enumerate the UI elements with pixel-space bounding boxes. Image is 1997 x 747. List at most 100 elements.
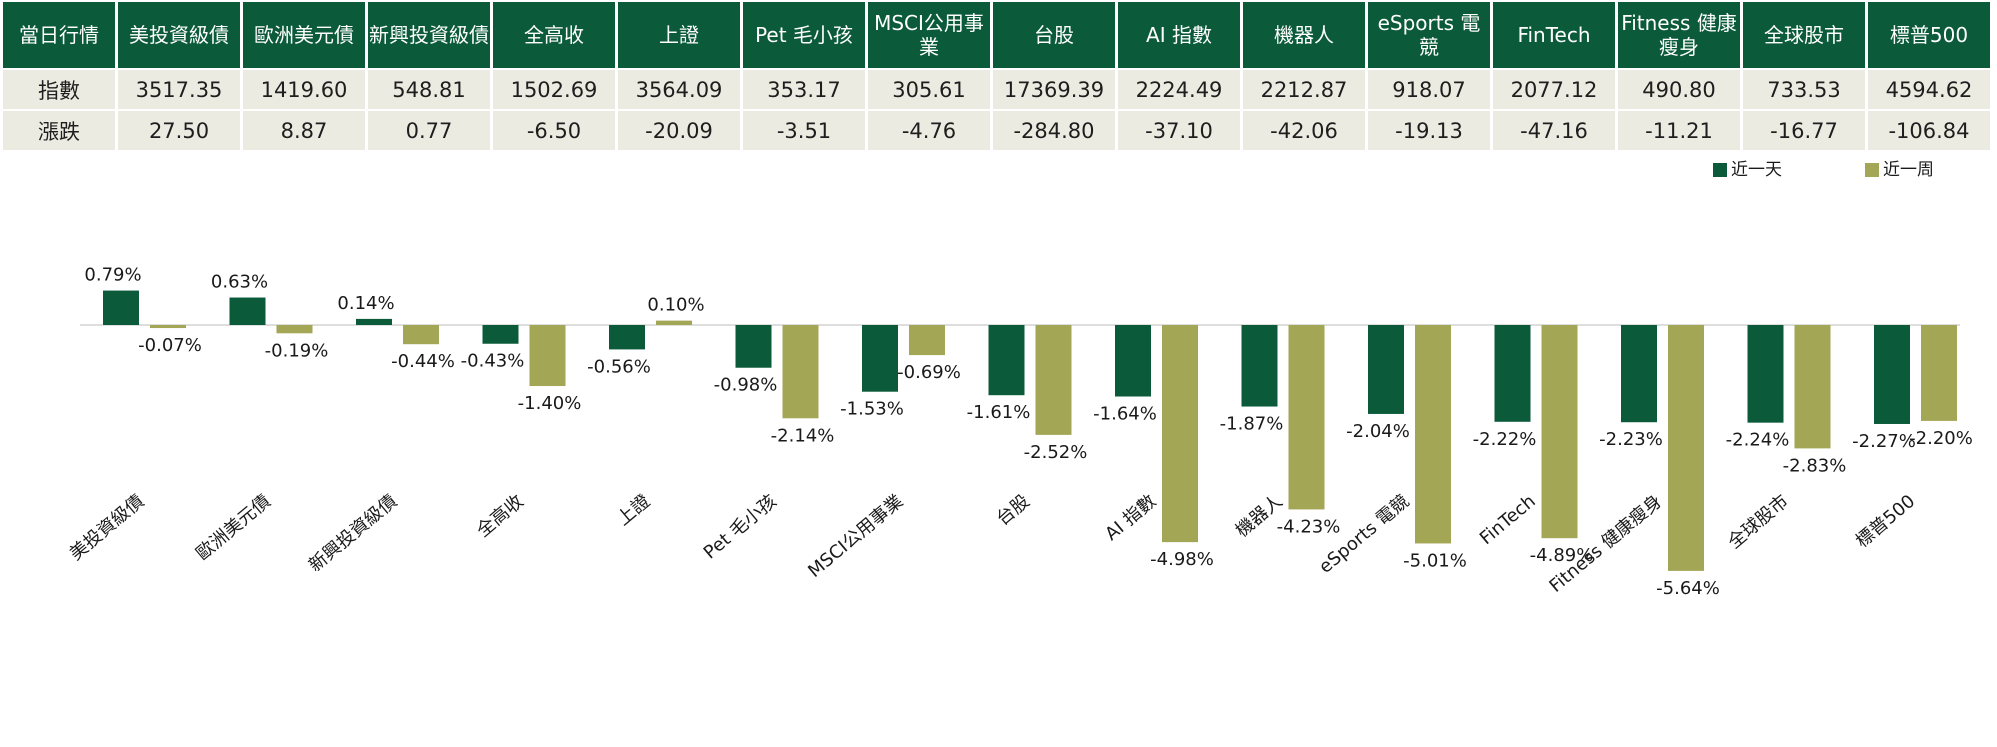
table-cell: 2212.87 [1243, 70, 1365, 109]
bar-week [1162, 325, 1198, 543]
table-column-header: eSports 電競 [1368, 2, 1490, 68]
bar-day [735, 325, 772, 368]
data-label: -2.22% [1473, 429, 1537, 450]
bar-week [1794, 325, 1831, 449]
bar-week [1668, 325, 1704, 571]
table-cell: 8.87 [243, 111, 365, 150]
table-cell: 3517.35 [118, 70, 240, 109]
bar-day [1115, 325, 1151, 397]
category-label: 台股 [993, 491, 1034, 530]
data-label: -2.23% [1599, 429, 1663, 450]
data-label: -2.14% [771, 425, 835, 446]
table-column-header: 新興投資級債 [368, 2, 490, 68]
data-label: -4.98% [1150, 549, 1214, 570]
table-cell: 3564.09 [618, 70, 740, 109]
category-label: 美投資級債 [66, 491, 148, 565]
category-label: 全球股市 [1724, 491, 1793, 553]
data-label: 0.63% [211, 272, 268, 293]
data-label: 0.10% [647, 295, 704, 316]
category-label: 歐洲美元債 [192, 491, 274, 565]
bar-day [1747, 325, 1784, 423]
table-row-label: 指數 [3, 70, 115, 109]
data-label: -0.98% [714, 375, 778, 396]
category-label: Pet 毛小孩 [700, 491, 781, 564]
table-cell: -6.50 [493, 111, 615, 150]
table-cell: -106.84 [1868, 111, 1990, 150]
table-cell: 918.07 [1368, 70, 1490, 109]
bar-day [609, 325, 645, 350]
bar-day [1621, 325, 1657, 423]
legend-label: 近一天 [1731, 160, 1782, 180]
table-column-header: 全球股市 [1743, 2, 1865, 68]
category-label: 新興投資級債 [305, 491, 401, 577]
table-cell: -3.51 [743, 111, 865, 150]
data-label: -1.87% [1220, 414, 1284, 435]
data-label: -2.52% [1024, 442, 1088, 463]
category-label: AI 指數 [1101, 491, 1160, 545]
category-label: 標普500 [1852, 491, 1919, 552]
data-label: -4.89% [1530, 545, 1594, 566]
table-header-label: 當日行情 [3, 2, 115, 68]
bar-week [1288, 325, 1325, 510]
table-column-header: Pet 毛小孩 [743, 2, 865, 68]
data-label: -0.69% [897, 362, 961, 383]
table-cell: -11.21 [1618, 111, 1740, 150]
table-cell: 17369.39 [993, 70, 1115, 109]
table-row-label: 漲跌 [3, 111, 115, 150]
table-cell: 2224.49 [1118, 70, 1240, 109]
data-label: -2.27% [1852, 431, 1916, 452]
bar-week [150, 325, 186, 329]
data-label: -0.07% [138, 335, 202, 356]
bar-week [1921, 325, 1957, 421]
table-cell: -284.80 [993, 111, 1115, 150]
table-cell: 353.17 [743, 70, 865, 109]
bar-week [403, 325, 439, 345]
table-column-header: MSCI公用事業 [868, 2, 990, 68]
table-cell: -19.13 [1368, 111, 1490, 150]
return-bar-chart: 0.79% -0.07% 美投資級債 0.63% -0.19% 歐洲美元債 0.14% -0.… [66, 160, 1973, 599]
data-label: -5.64% [1656, 578, 1720, 599]
data-label: -5.01% [1403, 550, 1467, 571]
bar-day [1874, 325, 1910, 424]
legend-swatch [1713, 163, 1727, 177]
table-cell: 1502.69 [493, 70, 615, 109]
data-label: -2.04% [1346, 421, 1410, 442]
table-column-header: 全高收 [493, 2, 615, 68]
table-cell: 2077.12 [1493, 70, 1615, 109]
table-column-header: AI 指數 [1118, 2, 1240, 68]
bar-week [1541, 325, 1578, 539]
bar-week [1035, 325, 1072, 435]
data-label: -0.56% [587, 356, 651, 377]
table-column-header: 歐洲美元債 [243, 2, 365, 68]
market-quote-table: 當日行情 美投資級債 歐洲美元債 新興投資級債 全高收 上證 Pet 毛小孩 MSCI公用事業… [0, 0, 1993, 152]
table-header-row: 當日行情 美投資級債 歐洲美元債 新興投資級債 全高收 上證 Pet 毛小孩 MSCI公用事業… [3, 2, 1990, 68]
legend-swatch [1865, 163, 1879, 177]
table-cell: 4594.62 [1868, 70, 1990, 109]
bar-week [909, 325, 945, 356]
table-column-header: FinTech [1493, 2, 1615, 68]
bar-day [862, 325, 898, 392]
bar-day [988, 325, 1025, 396]
table-cell: 27.50 [118, 111, 240, 150]
table-row: 漲跌 27.50 8.87 0.77 -6.50 -20.09 -3.51 -4.76 -284… [3, 111, 1990, 150]
data-label: -4.23% [1277, 516, 1341, 537]
table-cell: 490.80 [1618, 70, 1740, 109]
table-cell: 733.53 [1743, 70, 1865, 109]
legend-label: 近一周 [1883, 160, 1934, 180]
table-cell: -4.76 [868, 111, 990, 150]
bar-day [1241, 325, 1278, 407]
data-label: -1.61% [967, 402, 1031, 423]
table-column-header: 台股 [993, 2, 1115, 68]
data-label: 0.79% [84, 265, 141, 286]
category-label: FinTech [1476, 491, 1540, 549]
table-column-header: 標普500 [1868, 2, 1990, 68]
bar-week [529, 325, 566, 387]
bar-day [356, 318, 392, 325]
data-label: -0.19% [265, 340, 329, 361]
bar-week [656, 320, 692, 325]
category-label: 上證 [613, 491, 654, 530]
table-column-header: Fitness 健康瘦身 [1618, 2, 1740, 68]
table-cell: 305.61 [868, 70, 990, 109]
bar-day [1494, 325, 1531, 422]
data-label: -2.83% [1783, 455, 1847, 476]
